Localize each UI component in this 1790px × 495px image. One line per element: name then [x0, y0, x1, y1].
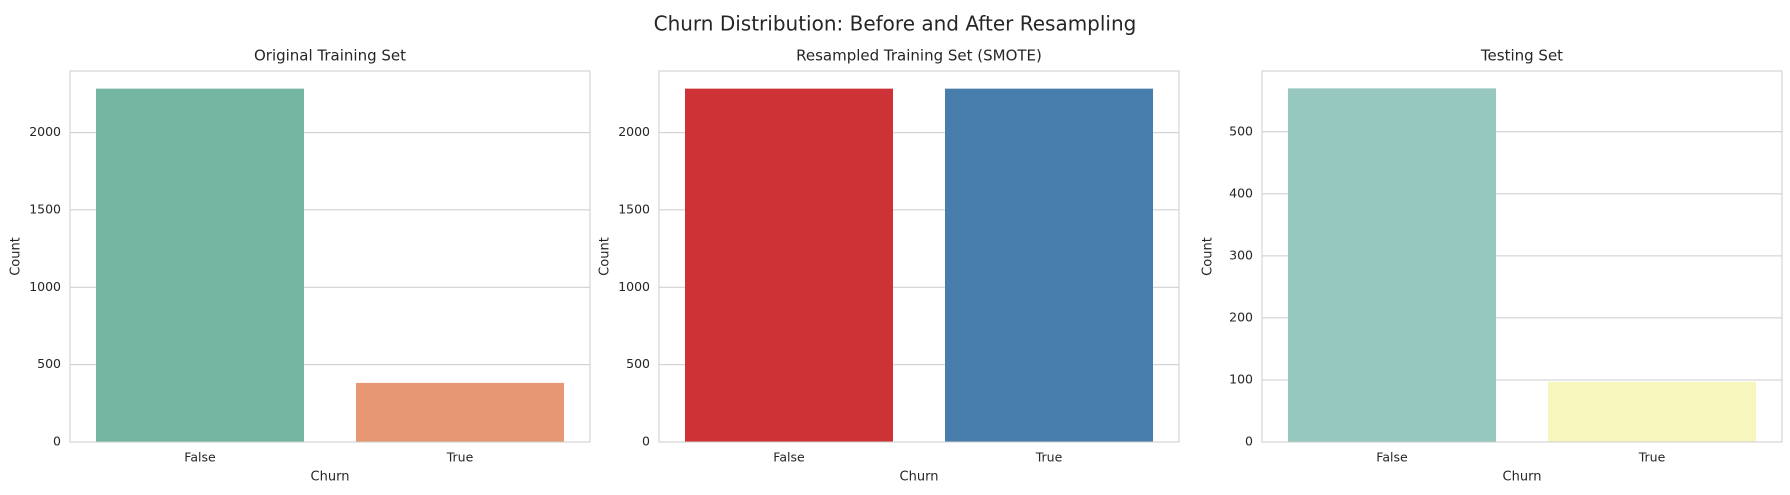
chart-3-ytick-label: 400 [1229, 185, 1253, 200]
chart-3-bar-false [1288, 88, 1496, 442]
chart-3-xtick-label: True [1638, 450, 1666, 465]
chart-2-panel: 0 500 1000 1500 2000 False True Resampled Train… [598, 47, 1180, 485]
chart-2-ytick-label: 0 [642, 434, 650, 449]
chart-1-xtick-label: False [184, 450, 216, 465]
chart-3-bar-true [1548, 381, 1756, 442]
chart-3-ytick-label: 0 [1245, 434, 1253, 449]
chart-1-frame [69, 70, 591, 443]
chart-3-xtick-label: False [1376, 450, 1408, 465]
chart-1-ytick-label: 1500 [29, 201, 61, 216]
chart-1-xaxis-label: Churn [311, 470, 350, 485]
chart-2-ytick-label: 2000 [618, 124, 650, 139]
chart-1-ytick-label: 2000 [29, 124, 61, 139]
chart-3-panel: 0 100 200 300 400 500 False True Testing Set Chur… [1201, 47, 1783, 485]
chart-2-ytick-label: 1500 [618, 201, 650, 216]
chart-3-ytick-label: 200 [1229, 309, 1253, 324]
chart-2-ytick-label: 500 [626, 356, 650, 371]
chart-3-title: Testing Set [1480, 47, 1563, 65]
chart-1-xtick-label: True [446, 450, 474, 465]
chart-1-ytick-label: 1000 [29, 279, 61, 294]
chart-1-ytick-label: 0 [53, 434, 61, 449]
chart-1-title: Original Training Set [254, 47, 406, 65]
chart-2-frame [658, 70, 1180, 443]
chart-2-title: Resampled Training Set (SMOTE) [796, 47, 1042, 65]
chart-2-xtick-label: False [773, 450, 805, 465]
chart-3-xaxis-label: Churn [1503, 470, 1542, 485]
chart-1-bar-true [356, 382, 564, 442]
chart-2-xaxis-label: Churn [900, 470, 939, 485]
chart-2-yaxis-label: Count [598, 237, 613, 276]
chart-1-bar-false [96, 88, 304, 442]
chart-3-yaxis-label: Count [1201, 237, 1216, 276]
chart-3-ytick-label: 300 [1229, 247, 1253, 262]
chart-2-bar-true [945, 88, 1153, 442]
chart-3-frame [1261, 70, 1783, 443]
chart-2-ytick-label: 1000 [618, 279, 650, 294]
chart-1-ytick-label: 500 [37, 356, 61, 371]
chart-3-ytick-label: 500 [1229, 123, 1253, 138]
chart-3-ytick-label: 100 [1229, 371, 1253, 386]
chart-1-yaxis-label: Count [9, 237, 24, 276]
figure-title: Churn Distribution: Before and After Res… [654, 12, 1137, 36]
chart-2-xtick-label: True [1035, 450, 1063, 465]
chart-1-panel: 0 500 1000 1500 2000 False True Original Traini… [9, 47, 591, 485]
chart-2-bar-false [685, 88, 893, 442]
